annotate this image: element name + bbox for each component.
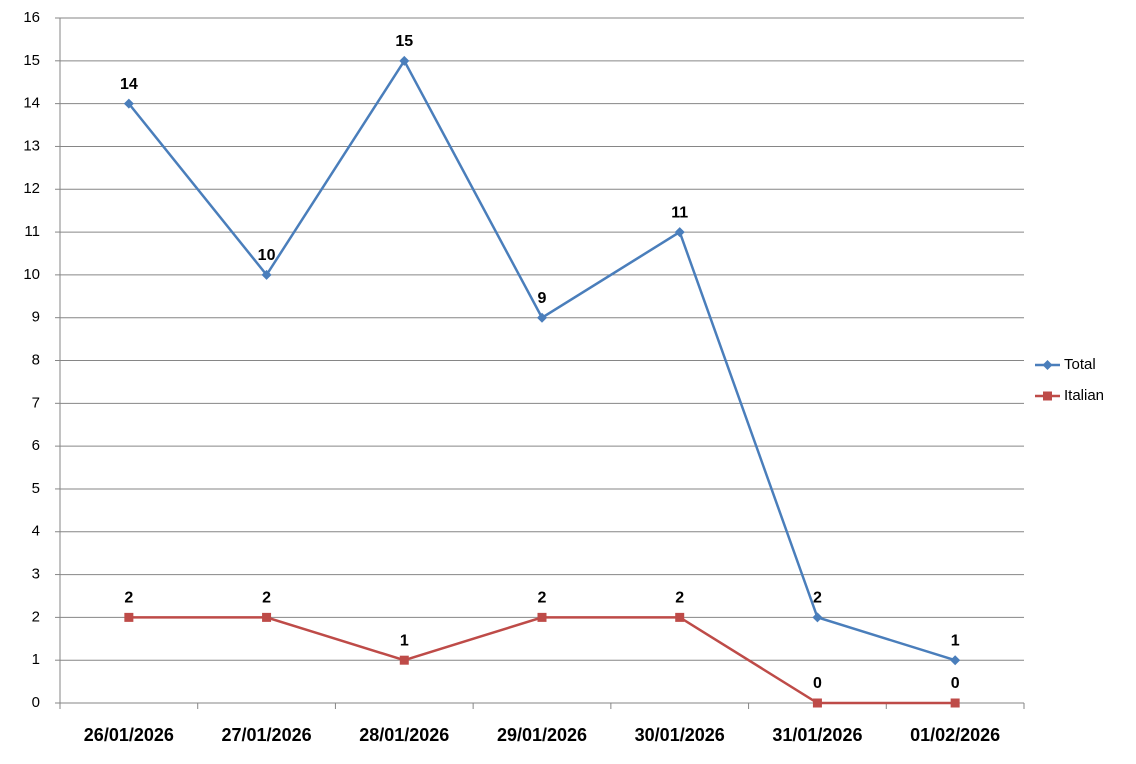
y-tick-label: 6: [32, 437, 40, 454]
y-tick-label: 1: [32, 651, 40, 668]
x-tick-label: 31/01/2026: [772, 725, 862, 745]
data-label: 1: [951, 632, 960, 649]
data-label: 10: [258, 247, 276, 264]
x-tick-label: 30/01/2026: [635, 725, 725, 745]
y-tick-label: 4: [32, 523, 40, 540]
marker: [812, 612, 823, 623]
marker: [950, 698, 960, 708]
data-label: 2: [813, 590, 822, 607]
y-tick-label: 8: [32, 351, 40, 368]
legend-label: Total: [1064, 356, 1096, 373]
y-tick-label: 10: [23, 266, 40, 283]
y-tick-label: 9: [32, 309, 40, 326]
marker: [537, 612, 547, 622]
marker: [261, 269, 272, 280]
data-label: 11: [671, 204, 688, 221]
marker: [674, 227, 685, 238]
marker: [399, 655, 409, 665]
data-label: 0: [951, 675, 960, 692]
data-label: 14: [120, 76, 138, 93]
x-tick-label: 01/02/2026: [910, 725, 1000, 745]
y-tick-label: 16: [23, 9, 40, 26]
data-label: 15: [395, 33, 413, 50]
x-tick-label: 26/01/2026: [84, 725, 174, 745]
data-label: 2: [538, 590, 547, 607]
x-tick-label: 27/01/2026: [222, 725, 312, 745]
y-tick-label: 0: [32, 694, 40, 711]
y-tick-label: 11: [24, 223, 40, 240]
marker: [812, 698, 822, 708]
legend-label: Italian: [1064, 387, 1104, 404]
x-tick-label: 29/01/2026: [497, 725, 587, 745]
marker: [675, 612, 685, 622]
y-tick-label: 5: [32, 480, 40, 497]
y-tick-label: 7: [32, 394, 40, 411]
y-tick-label: 2: [32, 608, 40, 625]
data-label: 2: [675, 590, 684, 607]
marker: [123, 98, 134, 109]
data-label: 9: [538, 290, 547, 307]
data-label: 0: [813, 675, 822, 692]
legend-marker: [1042, 360, 1053, 370]
data-label: 2: [124, 590, 133, 607]
marker: [537, 312, 547, 323]
y-tick-label: 14: [23, 95, 40, 112]
y-tick-label: 13: [23, 137, 40, 154]
marker: [399, 55, 410, 66]
x-tick-label: 28/01/2026: [359, 725, 449, 745]
data-label: 1: [400, 632, 409, 649]
y-tick-label: 15: [23, 52, 40, 69]
y-tick-label: 3: [32, 566, 40, 583]
marker: [262, 612, 272, 622]
data-label: 2: [262, 590, 271, 607]
marker: [950, 655, 961, 666]
y-tick-label: 12: [23, 180, 40, 197]
legend-marker: [1043, 391, 1052, 401]
marker: [124, 612, 134, 622]
